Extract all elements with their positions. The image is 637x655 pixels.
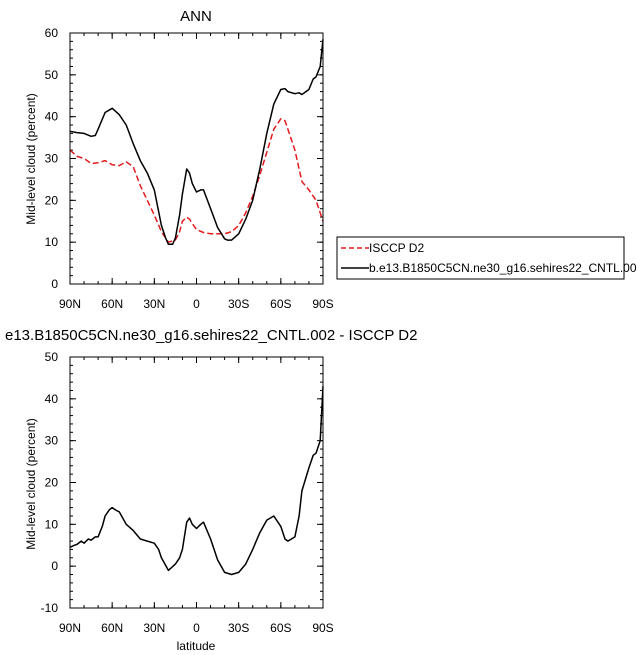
x-tick-label: 90N <box>59 297 81 311</box>
chart-bottom-plot-frame <box>69 356 324 609</box>
x-tick-label: 30S <box>228 297 249 311</box>
chart-bottom-title: e13.B1850C5CN.ne30_g16.sehires22_CNTL.00… <box>5 327 417 344</box>
x-tick-label: 90S <box>312 621 333 635</box>
y-tick-label: 60 <box>45 26 59 40</box>
chart-top-title: ANN <box>180 8 212 25</box>
y-tick-label: 20 <box>45 476 59 490</box>
y-tick-label: 40 <box>45 392 59 406</box>
x-tick-label: 90N <box>59 621 81 635</box>
x-tick-label: 60S <box>270 297 291 311</box>
chart-top-x-ticks: 90N 60N 30N 0 30S 60S 90S <box>59 33 334 311</box>
x-tick-label: 60S <box>270 621 291 635</box>
y-tick-label: 0 <box>51 277 58 291</box>
legend-label-isccp: ISCCP D2 <box>369 241 424 255</box>
legend-box <box>336 236 625 280</box>
y-tick-label: 30 <box>45 434 59 448</box>
chart-top: ANN Mid-level cloud (percent) 0 10 20 30 40 5… <box>24 8 637 311</box>
y-tick-label: 40 <box>45 110 59 124</box>
y-tick-label: 0 <box>51 559 58 573</box>
x-tick-label: 30N <box>143 297 165 311</box>
x-tick-label: 60N <box>101 297 123 311</box>
x-tick-label: 90S <box>312 297 333 311</box>
chart-bottom-x-ticks: 90N 60N 30N 0 30S 60S 90S <box>59 357 334 635</box>
series-line-bot-0 <box>69 386 324 576</box>
chart-bottom-y-axis-label: Mid-level cloud (percent) <box>24 418 38 549</box>
chart-bottom-y-ticks: -10 0 10 20 30 40 50 <box>41 350 323 615</box>
legend-label-model: b.e13.B1850C5CN.ne30_g16.sehires22_CNTL.… <box>369 261 637 275</box>
y-tick-label: 10 <box>45 235 59 249</box>
chart-top-plot-frame <box>69 32 324 285</box>
x-tick-label: 30N <box>143 621 165 635</box>
chart-top-plot <box>69 39 324 246</box>
chart-bottom-x-axis-label: latitude <box>177 639 216 653</box>
chart-bottom-plot <box>69 386 324 576</box>
y-tick-label: 10 <box>45 517 59 531</box>
x-tick-label: 0 <box>193 621 200 635</box>
x-tick-label: 30S <box>228 621 249 635</box>
chart-top-legend: ISCCP D2 b.e13.B1850C5CN.ne30_g16.sehire… <box>336 236 637 280</box>
series-line-top-1 <box>69 39 324 246</box>
y-tick-label: 50 <box>45 68 59 82</box>
x-tick-label: 0 <box>193 297 200 311</box>
chart-bottom: e13.B1850C5CN.ne30_g16.sehires22_CNTL.00… <box>5 327 417 653</box>
chart-top-y-axis-label: Mid-level cloud (percent) <box>24 93 38 224</box>
y-tick-label: 50 <box>45 350 59 364</box>
y-tick-label: 20 <box>45 193 59 207</box>
x-tick-label: 60N <box>101 621 123 635</box>
y-tick-label: -10 <box>41 601 59 615</box>
y-tick-label: 30 <box>45 152 59 166</box>
series-line-top-0 <box>69 118 324 243</box>
chart-top-y-ticks: 0 10 20 30 40 50 60 <box>45 26 323 291</box>
